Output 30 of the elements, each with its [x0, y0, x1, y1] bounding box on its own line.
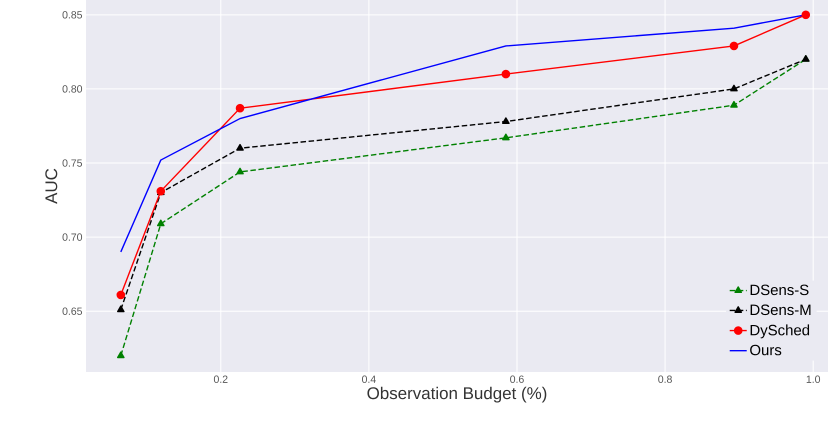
point — [156, 219, 165, 226]
point — [236, 104, 244, 112]
legend-label: DySched — [750, 324, 810, 338]
legend-label: DSens-S — [750, 284, 809, 296]
point — [502, 134, 510, 140]
legend-label: DSens-M — [750, 304, 810, 316]
x-tick-label: 0.2 — [214, 376, 228, 383]
x-tick-label: 0.6 — [510, 376, 524, 383]
point — [502, 70, 510, 78]
point — [801, 10, 810, 20]
point — [502, 117, 510, 124]
legend-label: Ours — [750, 344, 782, 356]
y-tick-label: 0.65 — [62, 308, 82, 315]
point — [116, 305, 125, 312]
x-tick-label: 0.8 — [658, 376, 672, 383]
y-tick-label: 0.80 — [62, 85, 82, 93]
point — [116, 290, 126, 300]
y-axis-title: AUC — [45, 168, 58, 204]
y-tick-label: 0.85 — [62, 11, 82, 19]
point — [730, 84, 738, 92]
point — [730, 42, 738, 50]
point — [730, 100, 738, 108]
point — [236, 144, 244, 151]
x-tick-label: 1.0 — [806, 376, 820, 383]
point — [236, 168, 244, 174]
point — [116, 351, 125, 358]
y-tick-label: 0.70 — [62, 233, 82, 241]
x-tick-label: 0.4 — [362, 376, 376, 383]
y-tick-label: 0.75 — [62, 159, 82, 167]
x-axis-title: Observation Budget (%) — [367, 386, 546, 403]
